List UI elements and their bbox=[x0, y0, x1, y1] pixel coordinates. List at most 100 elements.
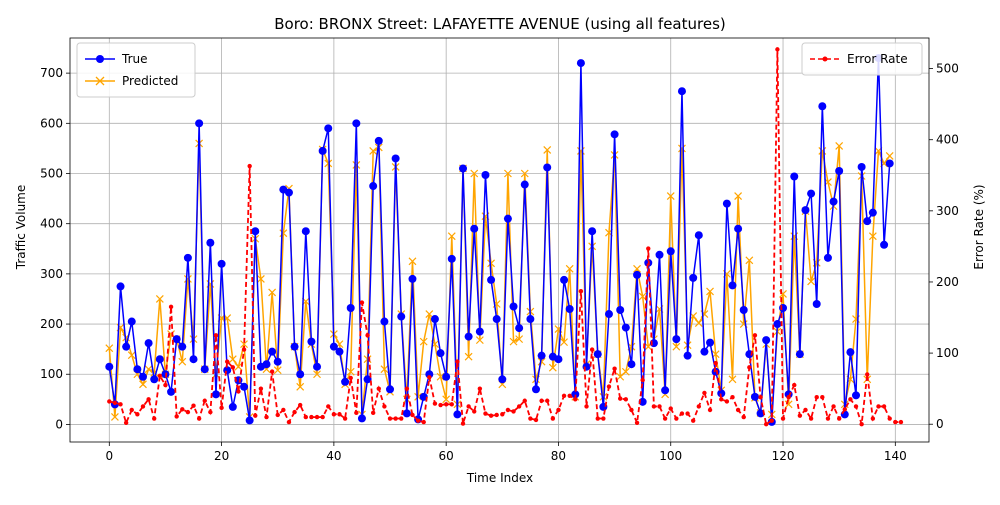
data-point bbox=[430, 315, 439, 324]
legend-box bbox=[76, 42, 196, 98]
data-point bbox=[516, 404, 522, 409]
data-point bbox=[127, 351, 136, 360]
data-point bbox=[610, 130, 619, 139]
data-point bbox=[359, 300, 365, 305]
data-point bbox=[313, 362, 322, 371]
data-point bbox=[314, 414, 320, 420]
x-tick-label: 20 bbox=[214, 449, 229, 463]
data-point bbox=[728, 281, 737, 290]
data-point bbox=[773, 320, 782, 329]
data-point bbox=[623, 397, 629, 402]
data-point bbox=[784, 400, 793, 409]
data-point bbox=[713, 360, 718, 366]
data-point bbox=[690, 418, 696, 423]
y2-tick-label: 0 bbox=[936, 417, 944, 431]
data-point bbox=[386, 385, 395, 394]
data-point bbox=[803, 407, 808, 413]
data-point bbox=[545, 398, 550, 403]
data-point bbox=[853, 404, 859, 409]
data-point bbox=[472, 409, 477, 414]
data-point bbox=[633, 270, 642, 279]
data-point bbox=[612, 366, 617, 371]
data-point bbox=[369, 146, 378, 155]
data-point bbox=[236, 389, 241, 394]
data-point bbox=[449, 402, 454, 407]
data-point bbox=[825, 416, 831, 421]
data-point bbox=[382, 404, 387, 409]
data-point bbox=[202, 398, 207, 403]
data-point bbox=[786, 394, 791, 400]
data-point bbox=[415, 418, 421, 423]
data-point bbox=[240, 382, 249, 391]
data-point bbox=[683, 351, 692, 360]
data-point bbox=[200, 365, 209, 374]
data-point bbox=[225, 359, 230, 364]
data-point bbox=[213, 333, 219, 338]
data-point bbox=[297, 402, 303, 408]
data-point bbox=[253, 413, 258, 418]
data-point bbox=[144, 339, 153, 348]
data-point bbox=[556, 407, 561, 413]
data-point bbox=[820, 394, 825, 400]
data-point bbox=[561, 393, 567, 398]
data-point bbox=[801, 206, 810, 215]
data-point bbox=[522, 398, 527, 403]
data-point bbox=[672, 342, 681, 351]
data-point bbox=[208, 409, 213, 415]
data-point bbox=[155, 295, 164, 303]
data-point bbox=[492, 315, 501, 324]
data-point bbox=[144, 365, 153, 374]
y-tick-label: 300 bbox=[40, 267, 63, 281]
data-point bbox=[707, 407, 713, 413]
data-point bbox=[365, 333, 370, 338]
data-point bbox=[183, 274, 192, 283]
data-point bbox=[898, 419, 904, 425]
data-point bbox=[110, 412, 119, 421]
data-point bbox=[393, 416, 398, 421]
data-point bbox=[756, 409, 765, 418]
data-point bbox=[848, 397, 853, 402]
data-point bbox=[410, 412, 415, 418]
data-point bbox=[191, 403, 196, 408]
data-point bbox=[842, 407, 847, 412]
data-point bbox=[273, 357, 282, 366]
data-point bbox=[548, 363, 557, 372]
data-point bbox=[219, 405, 224, 411]
data-point bbox=[346, 304, 355, 313]
data-point bbox=[318, 146, 327, 155]
legend-swatch-marker bbox=[96, 55, 104, 63]
y2-axis-label: Error Rate (%) bbox=[972, 184, 986, 269]
data-point bbox=[578, 289, 584, 294]
y-tick-label: 700 bbox=[40, 66, 63, 80]
data-point bbox=[769, 418, 774, 423]
data-point bbox=[696, 404, 702, 409]
data-point bbox=[739, 306, 748, 315]
data-point bbox=[135, 412, 140, 417]
data-point bbox=[734, 192, 743, 201]
data-point bbox=[174, 414, 179, 419]
data-point bbox=[852, 391, 861, 400]
data-point bbox=[717, 389, 726, 398]
data-point bbox=[818, 102, 827, 111]
data-point bbox=[477, 386, 483, 391]
data-point bbox=[885, 152, 894, 160]
legend-layer: True Predicted Error Rate bbox=[76, 42, 923, 98]
data-point bbox=[466, 404, 471, 409]
series-layer bbox=[105, 47, 904, 427]
data-point bbox=[829, 197, 838, 206]
data-point bbox=[309, 414, 314, 420]
data-point bbox=[807, 189, 816, 198]
data-point bbox=[399, 416, 404, 421]
data-point bbox=[337, 412, 342, 417]
data-point bbox=[303, 414, 309, 420]
data-point bbox=[779, 304, 788, 313]
data-point bbox=[865, 372, 870, 377]
data-point bbox=[483, 411, 488, 416]
data-point bbox=[464, 352, 473, 361]
data-point bbox=[155, 355, 164, 364]
data-point bbox=[868, 232, 877, 241]
data-point bbox=[509, 302, 518, 311]
data-point bbox=[475, 336, 484, 345]
y2-tick-label: 300 bbox=[936, 204, 959, 218]
data-point bbox=[152, 416, 157, 421]
